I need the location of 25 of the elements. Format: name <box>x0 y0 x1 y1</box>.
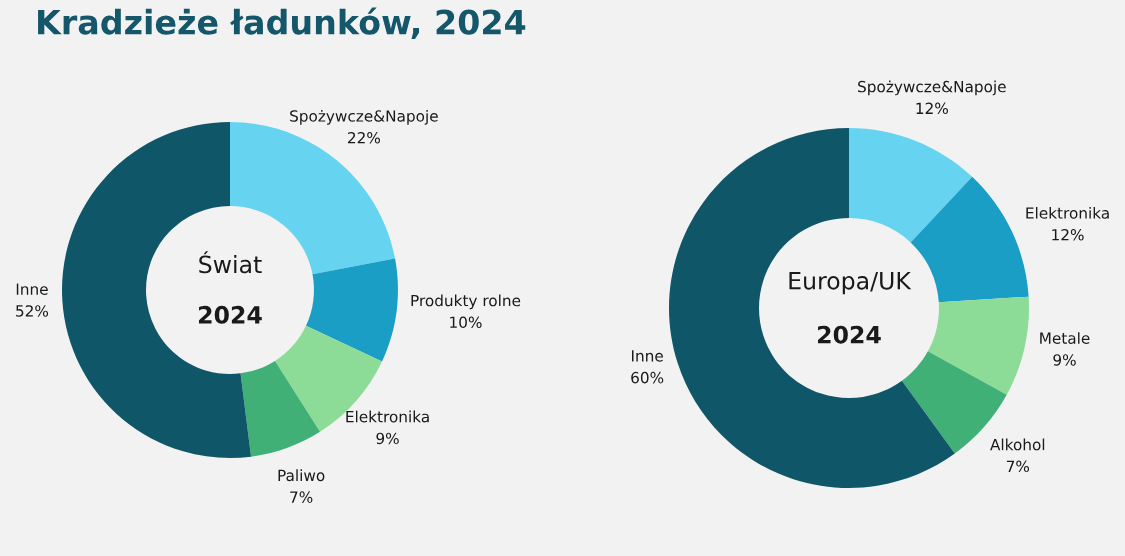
data-label: 9% <box>376 432 399 445</box>
text: 2024 <box>818 325 881 344</box>
data-label: 7% <box>290 491 313 503</box>
data-label: 60% <box>631 371 664 384</box>
data-label: 22% <box>348 131 380 144</box>
slice-label: Inne <box>16 283 48 295</box>
slice-label: Spożywcze&Napoje <box>858 80 1006 96</box>
data-label: 12% <box>916 102 948 115</box>
text: Świat <box>199 251 262 274</box>
slice-label: Produkty rolne <box>411 294 521 310</box>
slice-label: Metale <box>1040 332 1090 344</box>
slice-label: Alkohol <box>990 438 1045 451</box>
slice-label: Spożywcze&Napoje <box>290 109 438 125</box>
text: 2024 <box>199 305 262 324</box>
data-label: 52% <box>16 305 49 317</box>
slice-label: Elektronika <box>1026 206 1109 219</box>
slice-label: Paliwo <box>278 469 325 482</box>
data-label: 10% <box>450 316 482 329</box>
data-label: 7% <box>1006 460 1030 473</box>
chart-title: Kradzieże ładunków, 2024 <box>38 7 526 39</box>
data-label: 9% <box>1053 354 1076 366</box>
text: Europa/UK <box>789 272 912 295</box>
data-label: 12% <box>1052 228 1084 241</box>
slice-label: Elektronika <box>346 410 429 423</box>
slice-label: Inne <box>632 350 663 362</box>
